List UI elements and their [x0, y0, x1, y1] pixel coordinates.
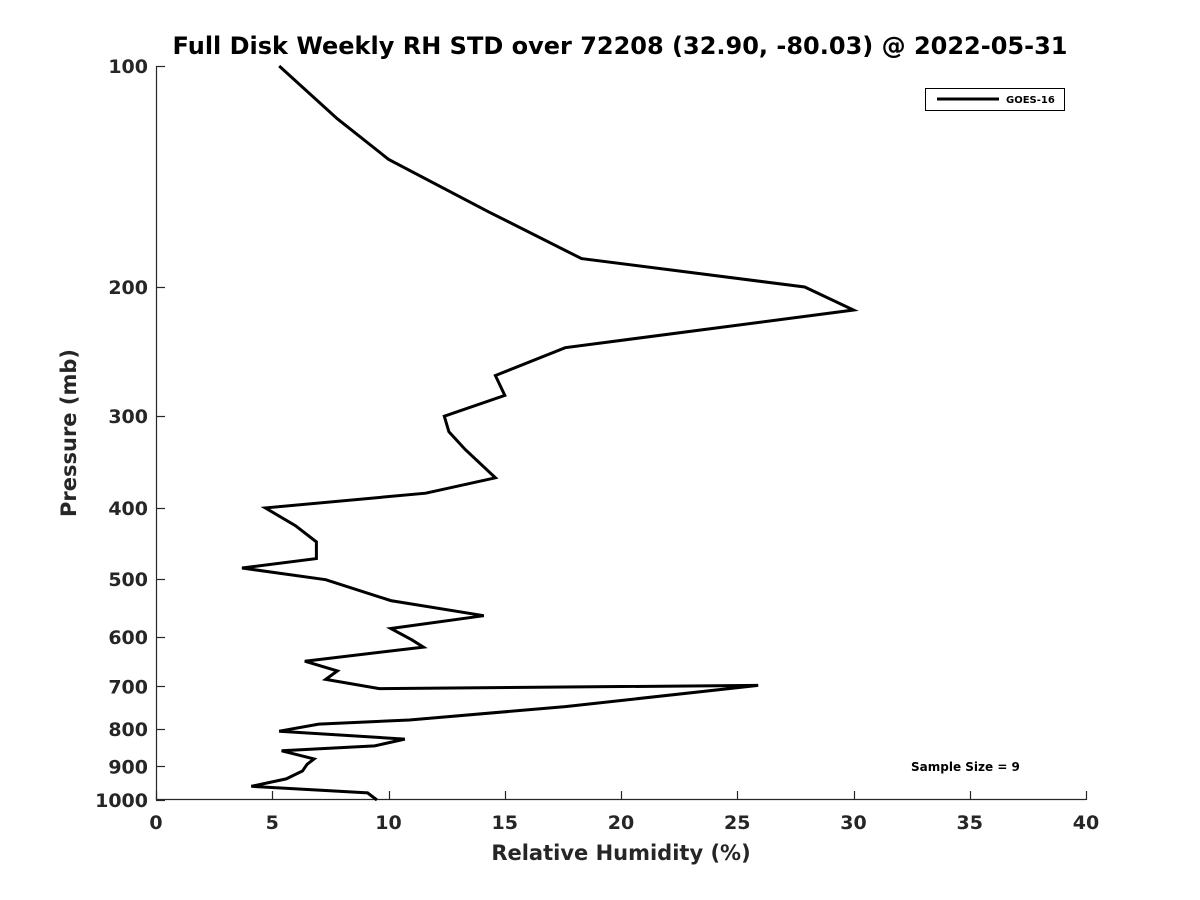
y-tick-label: 600: [108, 627, 148, 649]
y-tick-label: 300: [108, 406, 148, 428]
x-tick-label: 10: [375, 812, 401, 834]
legend: GOES-16: [925, 88, 1065, 111]
series-layer: [241, 64, 859, 802]
y-tick-label: 100: [108, 56, 148, 78]
x-tick-label: 40: [1073, 812, 1099, 834]
x-tick-label: 30: [840, 812, 866, 834]
y-tick-label: 700: [108, 676, 148, 698]
y-axis-ticks: 100 200 300 400 500 600 700 800 900 1000: [95, 56, 165, 812]
y-axis-label: Pressure (mb): [57, 349, 81, 517]
x-tick-label: 25: [724, 812, 750, 834]
chart-title: Full Disk Weekly RH STD over 72208 (32.9…: [173, 32, 1068, 60]
x-tick-label: 20: [608, 812, 634, 834]
x-axis-label: Relative Humidity (%): [491, 841, 750, 865]
legend-label-goes-16: GOES-16: [1006, 95, 1055, 106]
y-tick-label: 400: [108, 498, 148, 520]
x-tick-label: 15: [492, 812, 518, 834]
y-tick-label: 200: [108, 277, 148, 299]
y-tick-label: 900: [108, 756, 148, 778]
y-tick-label: 1000: [95, 790, 148, 812]
x-tick-label: 5: [266, 812, 279, 834]
series-line-goes-16: [241, 64, 859, 802]
x-axis-ticks: 0 5 10 15 20 25 30 35 40: [149, 791, 1099, 834]
sample-size-annotation: Sample Size = 9: [911, 760, 1020, 774]
y-tick-label: 800: [108, 719, 148, 741]
x-tick-label: 0: [149, 812, 162, 834]
x-tick-label: 35: [957, 812, 983, 834]
y-tick-label: 500: [108, 569, 148, 591]
